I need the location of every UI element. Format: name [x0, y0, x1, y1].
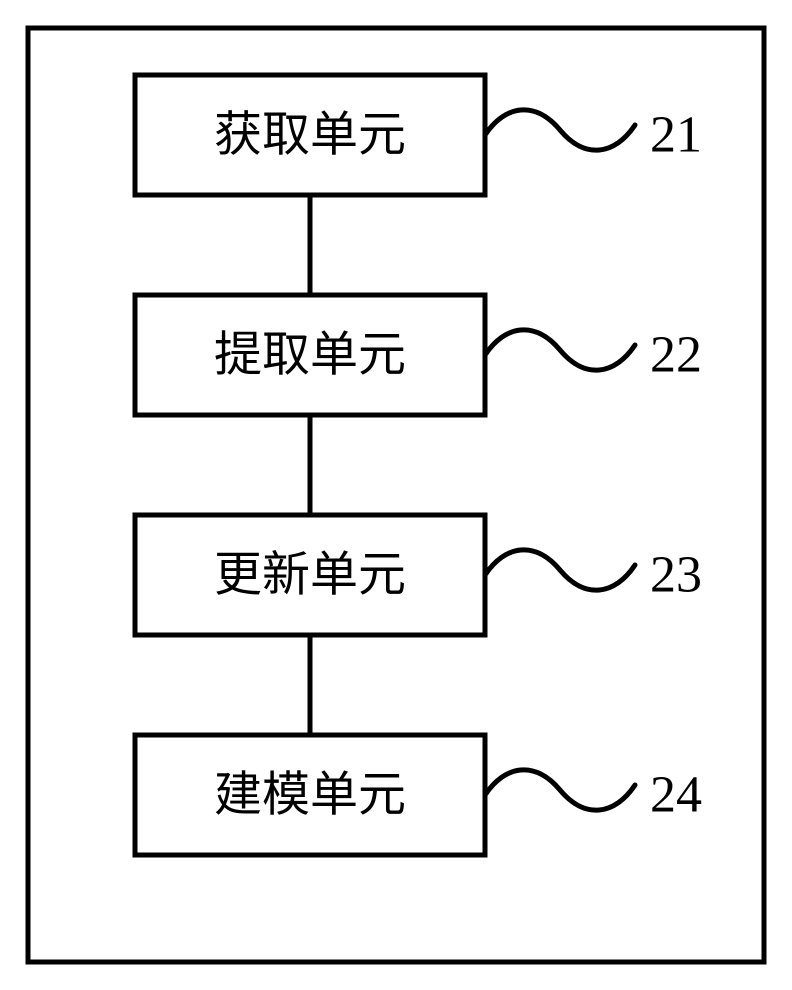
reference-number: 24: [650, 767, 702, 824]
reference-number: 23: [650, 547, 702, 604]
reference-number: 21: [650, 107, 702, 164]
unit-label: 获取单元: [214, 109, 406, 162]
block-diagram: 获取单元 21 提取单元 22 更新单元 23 建模单元 24: [0, 0, 792, 990]
reference-number: 22: [650, 327, 702, 384]
unit-label: 建模单元: [214, 769, 406, 822]
unit-label: 更新单元: [214, 549, 406, 602]
unit-label: 提取单元: [214, 329, 406, 382]
